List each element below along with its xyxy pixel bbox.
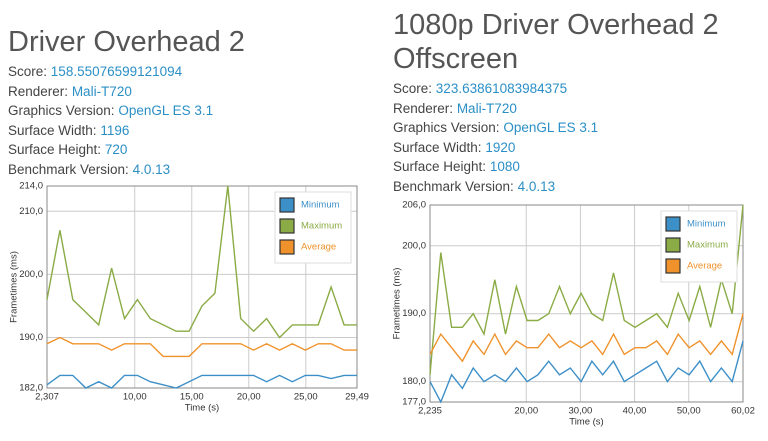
field: Graphics Version: OpenGL ES 3.1 <box>393 118 719 138</box>
field-value: OpenGL ES 3.1 <box>118 103 214 119</box>
field: Score: 323.63861083984375 <box>393 79 719 99</box>
x-tick-label: 20,00 <box>237 392 261 403</box>
panel: Driver Overhead 2 Score: 158.550765991210… <box>8 25 245 180</box>
field: Renderer: Mali-T720 <box>8 82 245 102</box>
field-value: 158.55076599121094 <box>50 64 183 79</box>
field-label: Benchmark Version: <box>393 178 514 194</box>
field-value: 720 <box>104 142 128 158</box>
field: Surface Width: 1196 <box>8 121 245 141</box>
field-label: Score: <box>8 64 48 79</box>
field-value: OpenGL ES 3.1 <box>503 120 599 136</box>
panel-title: Driver Overhead 2 <box>8 26 245 58</box>
plot-frame <box>429 204 744 403</box>
legend-swatch <box>279 218 295 234</box>
x-tick-label: 50,00 <box>677 406 701 417</box>
y-tick-label: 206,0 <box>402 200 426 211</box>
y-tick-label: 190,0 <box>19 332 43 343</box>
y-tick-label: 200,0 <box>402 240 426 251</box>
y-tick-label: 200,0 <box>19 269 43 280</box>
y-axis-label: Frametimes (ms) <box>392 268 403 340</box>
x-tick-label: 15,00 <box>180 392 204 403</box>
x-axis-label: Time (s) <box>569 417 603 428</box>
field: Benchmark Version: 4.0.13 <box>393 177 719 197</box>
legend-swatch <box>665 237 681 253</box>
legend-swatch <box>665 258 681 274</box>
legend-label: Minimum <box>687 219 726 230</box>
field-value: Mali-T720 <box>456 100 517 116</box>
field-label: Graphics Version: <box>8 103 115 119</box>
field-label: Score: <box>393 81 433 96</box>
fields: Score: 158.55076599121094 Renderer: Mali-… <box>8 62 245 180</box>
x-tick-label: 30,00 <box>569 406 593 417</box>
legend-swatch <box>665 216 681 232</box>
legend-label: Maximum <box>301 221 342 232</box>
field-label: Surface Width: <box>8 122 97 138</box>
y-tick-label: 180,0 <box>402 376 426 387</box>
plot-frame <box>46 185 358 389</box>
field: Surface Width: 1920 <box>393 138 719 158</box>
legend-label: Minimum <box>301 200 340 211</box>
field: Benchmark Version: 4.0.13 <box>8 160 245 180</box>
legend-swatch <box>279 239 295 255</box>
field: Surface Height: 1080 <box>393 157 719 177</box>
field: Renderer: Mali-T720 <box>393 99 719 119</box>
series-line <box>46 185 357 339</box>
field-value: 323.63861083984375 <box>435 81 568 96</box>
x-tick-label: 2,307 <box>35 392 59 403</box>
y-axis-label: Frametimes (ms) <box>9 251 20 323</box>
series-line <box>429 204 744 375</box>
y-tick-label: 177,0 <box>402 397 426 408</box>
legend-label: Maximum <box>687 240 728 251</box>
field-label: Benchmark Version: <box>8 161 129 177</box>
x-tick-label: 10,00 <box>123 392 147 403</box>
field-label: Renderer: <box>8 83 69 99</box>
field: Graphics Version: OpenGL ES 3.1 <box>8 101 245 121</box>
field: Score: 158.55076599121094 <box>8 62 245 82</box>
field-label: Surface Height: <box>393 159 487 175</box>
x-axis-label: Time (s) <box>185 403 219 414</box>
field-label: Renderer: <box>393 100 454 116</box>
fields: Score: 323.63861083984375 Renderer: Mali-… <box>393 79 719 197</box>
series-line <box>429 313 744 363</box>
panel-title: Offscreen <box>393 43 519 75</box>
field-label: Surface Height: <box>8 142 102 158</box>
field-label: Surface Width: <box>393 139 482 155</box>
x-tick-label: 2,235 <box>418 406 442 417</box>
field-value: 4.0.13 <box>517 178 556 194</box>
field: Surface Height: 720 <box>8 140 245 160</box>
x-tick-label: 29,49 <box>345 392 369 403</box>
field-value: 1920 <box>485 139 516 155</box>
legend-swatch <box>279 197 295 213</box>
series-line <box>429 340 744 404</box>
panel-title: 1080p Driver Overhead 2 <box>393 9 719 41</box>
series-line <box>46 336 357 358</box>
y-tick-label: 214,0 <box>19 181 43 192</box>
field-value: 1080 <box>489 159 520 175</box>
x-tick-label: 60,02 <box>731 406 755 417</box>
x-tick-label: 20,00 <box>514 406 538 417</box>
x-tick-label: 40,00 <box>623 406 647 417</box>
field-value: 4.0.13 <box>132 161 171 177</box>
x-tick-label: 25,00 <box>294 392 318 403</box>
field-value: 1196 <box>100 122 130 138</box>
field-label: Graphics Version: <box>393 120 500 136</box>
y-tick-label: 210,0 <box>19 206 43 217</box>
field-value: Mali-T720 <box>71 83 132 99</box>
panel: 1080p Driver Overhead 2 Offscreen Score: 3… <box>393 8 719 197</box>
legend-label: Average <box>301 242 336 253</box>
y-tick-label: 182,0 <box>19 383 43 394</box>
series-line <box>46 374 357 389</box>
legend-label: Average <box>687 261 722 272</box>
y-tick-label: 190,0 <box>402 308 426 319</box>
